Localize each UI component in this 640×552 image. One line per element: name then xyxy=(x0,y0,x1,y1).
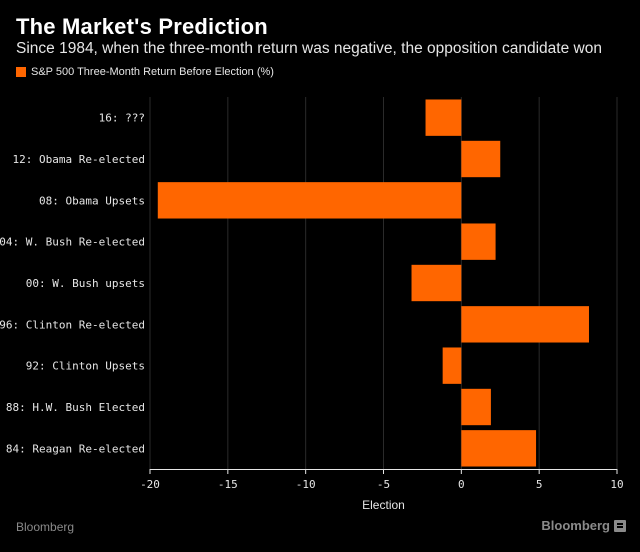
chart-subtitle: Since 1984, when the three-month return … xyxy=(16,40,602,57)
x-axis-title: Election xyxy=(362,498,405,512)
category-label-4: 00: W. Bush upsets xyxy=(26,277,145,290)
brand-logo: Bloomberg xyxy=(541,518,626,533)
x-tick-label-3: -5 xyxy=(377,478,390,491)
category-label-1: 12: Obama Re-elected xyxy=(13,153,145,166)
category-label-8: 84: Reagan Re-elected xyxy=(6,442,145,455)
category-label-5: 96: Clinton Re-elected xyxy=(0,318,145,331)
terminal-icon xyxy=(614,519,626,532)
bar-6 xyxy=(442,347,462,384)
x-tick-label-5: 5 xyxy=(536,478,543,491)
category-label-2: 08: Obama Upsets xyxy=(39,194,145,207)
x-tick-label-4: 0 xyxy=(458,478,465,491)
brand-label: Bloomberg xyxy=(541,518,610,533)
bar-0 xyxy=(425,99,462,136)
source-label: Bloomberg xyxy=(16,520,75,534)
category-label-6: 92: Clinton Upsets xyxy=(26,360,145,373)
bar-2 xyxy=(157,182,462,219)
category-label-3: 04: W. Bush Re-elected xyxy=(0,236,145,249)
legend-label: S&P 500 Three-Month Return Before Electi… xyxy=(31,66,274,78)
category-label-7: 88: H.W. Bush Elected xyxy=(6,401,145,414)
chart-title: The Market's Prediction xyxy=(16,14,268,39)
x-tick-label-6: 10 xyxy=(610,478,623,491)
x-tick-label-0: -20 xyxy=(140,478,160,491)
category-label-0: 16: ??? xyxy=(99,112,145,125)
bar-1 xyxy=(461,140,501,178)
bar-8 xyxy=(461,430,537,467)
x-tick-label-2: -10 xyxy=(296,478,316,491)
legend-swatch xyxy=(16,67,26,77)
bar-3 xyxy=(461,223,496,260)
legend: S&P 500 Three-Month Return Before Electi… xyxy=(16,66,274,78)
bar-7 xyxy=(461,388,491,426)
bar-5 xyxy=(461,306,589,343)
x-tick-label-1: -15 xyxy=(218,478,238,491)
bar-4 xyxy=(411,264,462,302)
